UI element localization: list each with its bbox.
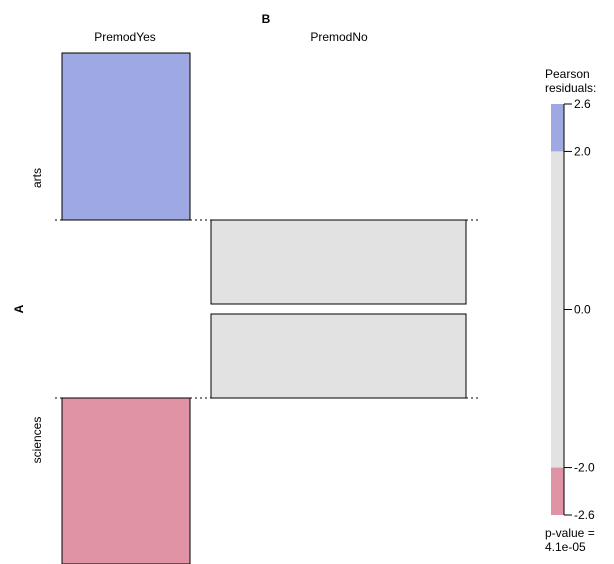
var-b-title: B — [262, 12, 271, 26]
legend-color-bar — [551, 104, 564, 515]
tile-sciences-premodno — [210, 313, 467, 399]
legend-tick-label: 2.0 — [574, 144, 591, 158]
legend-axis: 2.6 2.0 0.0 -2.0 -2.6 — [563, 97, 595, 522]
legend-tick-label: 0.0 — [574, 303, 591, 317]
tile-arts-premodyes — [61, 52, 191, 221]
var-a-title: A — [12, 304, 26, 313]
col-label-premodno: PremodNo — [310, 30, 368, 44]
row-label-arts: arts — [30, 168, 44, 188]
legend-tick-label: -2.6 — [574, 508, 595, 522]
legend-tick-label: -2.0 — [574, 461, 595, 475]
legend-title-line2: residuals: — [545, 81, 596, 95]
tile-arts-premodno — [210, 219, 467, 305]
legend-band-positive — [551, 104, 564, 152]
col-label-premodyes: PremodYes — [94, 30, 156, 44]
tile-sciences-premodyes — [61, 397, 191, 564]
pvalue-line1: p-value = — [545, 526, 595, 540]
legend-band-neutral — [551, 151, 564, 468]
legend-band-negative — [551, 467, 564, 515]
row-label-sciences: sciences — [30, 417, 44, 464]
pvalue-line2: 4.1e-05 — [545, 540, 586, 554]
legend-tick-label: 2.6 — [574, 97, 591, 111]
legend-title-line1: Pearson — [545, 67, 590, 81]
